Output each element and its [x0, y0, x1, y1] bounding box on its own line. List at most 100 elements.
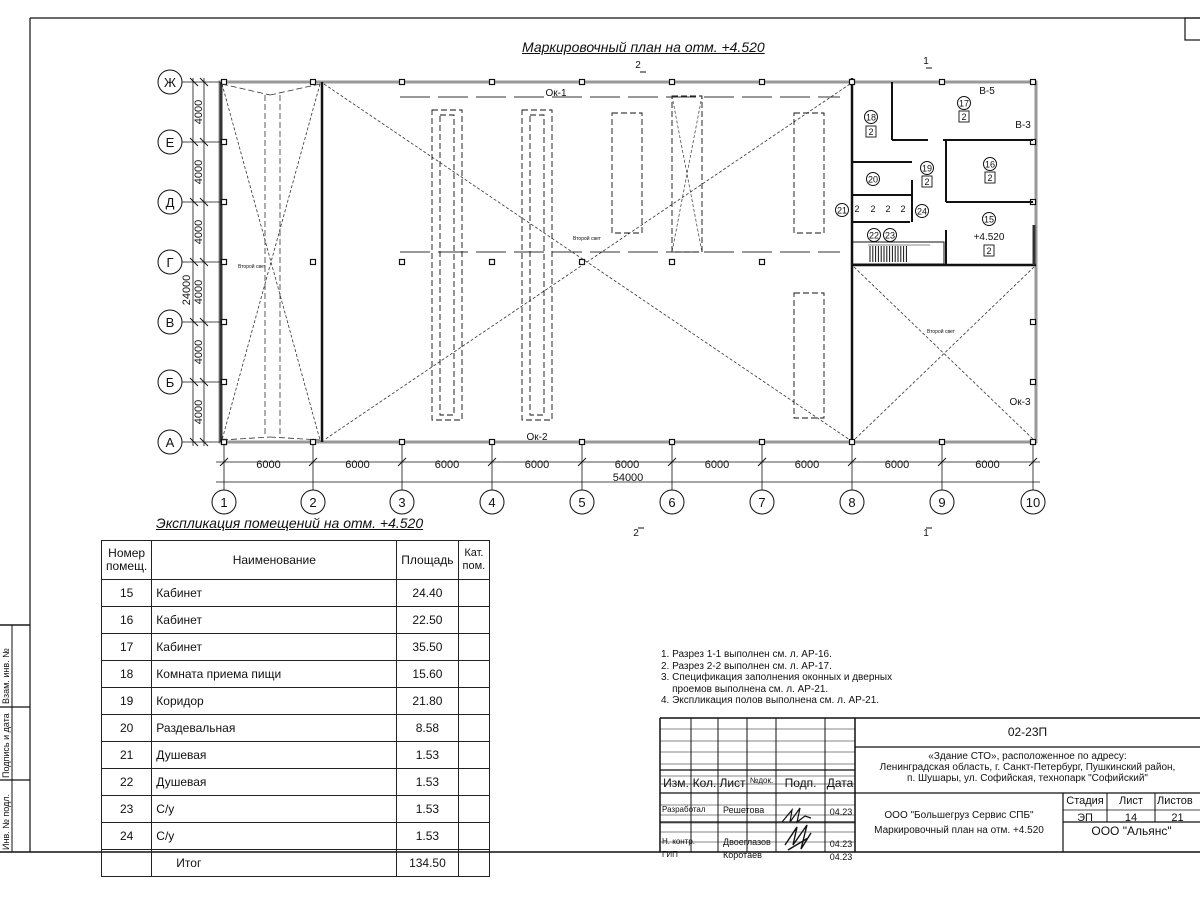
sign-date: 04.23 [829, 852, 853, 862]
room-name: Душевая [151, 768, 398, 796]
axis-label-y: Д [166, 195, 175, 210]
column-header: №док. [749, 776, 774, 785]
column-header: Подп. [784, 776, 817, 790]
room-number-bubble [915, 204, 929, 218]
dimension-x: 6000 [345, 459, 369, 471]
room-area: 8.58 [396, 714, 459, 742]
room-number: 16 [985, 160, 995, 170]
header-category: Кат. пом. [457, 540, 491, 580]
axis-bubble [157, 249, 183, 275]
dimension-y: 4000 [193, 280, 205, 304]
room-name: С/у [151, 795, 398, 823]
column [398, 258, 406, 266]
column [938, 78, 946, 86]
column [309, 438, 317, 446]
opening-diagonal [221, 83, 321, 441]
room-number: 16 [100, 606, 153, 634]
room-number-bubble [835, 203, 849, 217]
label-v3: В-3 [1015, 120, 1031, 131]
dimension-x: 6000 [256, 459, 280, 471]
column [848, 78, 856, 86]
column [1029, 438, 1037, 446]
room-area: 15.60 [396, 660, 459, 688]
room-number: 19 [922, 164, 932, 174]
label-second-light: Второй свет [573, 235, 602, 242]
room-number: 18 [866, 113, 876, 123]
table-row: 16 Кабинет 22.50 [100, 606, 491, 634]
label-ok2: Ок-2 [526, 432, 547, 443]
opening-diagonal [323, 83, 851, 441]
room-category [457, 795, 491, 823]
dashed-opening [793, 292, 825, 419]
table-row: 22 Душевая 1.53 [100, 768, 491, 796]
sheet-value: 14 [1124, 812, 1138, 824]
dimension-y: 4000 [193, 400, 205, 424]
axis-label-y: Е [166, 135, 175, 150]
axis-label-x: 7 [758, 495, 765, 510]
dashed-opening [671, 95, 703, 253]
header-number: Номер помещ. [100, 540, 153, 580]
axis-label-x: 8 [848, 495, 855, 510]
column [938, 438, 946, 446]
axis-label-x: 5 [578, 495, 585, 510]
room-category [457, 633, 491, 661]
sheets-value: 21 [1171, 812, 1184, 824]
room-category: 2 [961, 112, 966, 122]
axis-label-y: А [166, 435, 175, 450]
column [220, 258, 228, 266]
line [189, 137, 199, 147]
dashed-opening [439, 114, 455, 416]
column [668, 258, 676, 266]
room-number: 18 [100, 660, 153, 688]
room-category: 2 [924, 177, 929, 187]
axis-bubble [157, 129, 183, 155]
column [1029, 378, 1037, 386]
dimension-x: 6000 [705, 459, 729, 471]
note-item: 1. Разрез 1-1 выполнен см. л. АР-16. [661, 649, 832, 660]
dimension-x: 6000 [525, 459, 549, 471]
table-row: 24 С/у 1.53 [100, 822, 491, 850]
room-number-bubble [982, 212, 996, 226]
room-area: 35.50 [396, 633, 459, 661]
line [853, 266, 1035, 441]
note-item: 3. Спецификация заполнения оконных и две… [661, 672, 893, 695]
room-name: Душевая [151, 741, 398, 769]
column-header: Кол. [692, 776, 717, 790]
axis-label-x: 1 [220, 495, 227, 510]
room-category-box [921, 175, 933, 188]
column [488, 78, 496, 86]
column [488, 438, 496, 446]
line [189, 257, 199, 267]
table-row: 21 Душевая 1.53 [100, 741, 491, 769]
table-row: 18 Комната приема пищи 15.60 [100, 660, 491, 688]
room-category [457, 660, 491, 688]
column [848, 438, 856, 446]
room-name: Кабинет [151, 606, 398, 634]
room-number: 24 [917, 207, 927, 217]
section-mark: 1 [923, 528, 929, 539]
axis-label-x: 6 [668, 495, 675, 510]
room-number-bubble [866, 172, 880, 186]
room-area: 22.50 [396, 606, 459, 634]
label-second-light: Второй свет [927, 328, 956, 335]
room-category-box [983, 244, 995, 257]
column [398, 78, 406, 86]
axis-bubble [157, 69, 183, 95]
room-name: Кабинет [151, 579, 398, 607]
room-name: Комната приема пищи [151, 660, 398, 688]
axis-bubble [659, 489, 685, 515]
note-item: 4. Экспликация полов выполнена см. л. АР… [661, 695, 880, 706]
room-name: С/у [151, 822, 398, 850]
room-category-box [865, 125, 877, 138]
room-number: 20 [100, 714, 153, 742]
axis-bubble [749, 489, 775, 515]
room-category [457, 687, 491, 715]
room-category: 2 [870, 204, 875, 214]
column [1029, 78, 1037, 86]
axis-bubble [157, 189, 183, 215]
sheets-label: Листов [1157, 795, 1193, 807]
axis-label-y: Ж [164, 75, 176, 90]
dashed-opening [431, 109, 463, 421]
room-area: 1.53 [396, 822, 459, 850]
section-mark: 1 [923, 56, 929, 67]
